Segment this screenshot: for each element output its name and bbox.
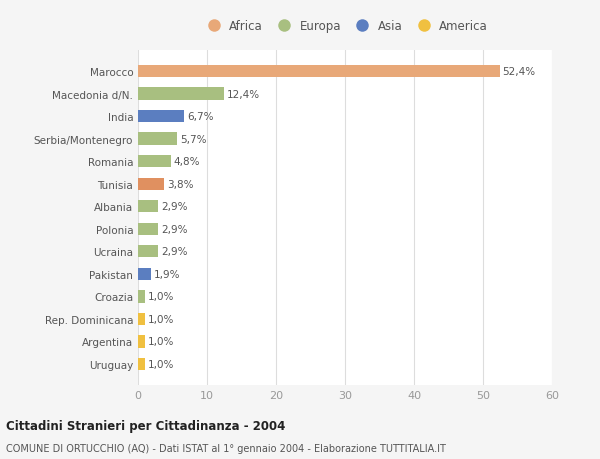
Bar <box>138 156 171 168</box>
Text: 2,9%: 2,9% <box>161 224 187 234</box>
Text: 1,9%: 1,9% <box>154 269 181 279</box>
Bar <box>138 178 164 190</box>
Text: 1,0%: 1,0% <box>148 359 174 369</box>
Legend: Africa, Europa, Asia, America: Africa, Europa, Asia, America <box>199 16 491 36</box>
Bar <box>138 111 184 123</box>
Text: 4,8%: 4,8% <box>174 157 200 167</box>
Bar <box>138 336 145 348</box>
Text: 6,7%: 6,7% <box>187 112 214 122</box>
Bar <box>138 66 500 78</box>
Bar <box>138 313 145 325</box>
Text: 12,4%: 12,4% <box>226 90 259 99</box>
Text: Cittadini Stranieri per Cittadinanza - 2004: Cittadini Stranieri per Cittadinanza - 2… <box>6 419 286 432</box>
Bar <box>138 223 158 235</box>
Bar <box>138 201 158 213</box>
Bar <box>138 268 151 280</box>
Text: 5,7%: 5,7% <box>180 134 206 144</box>
Bar <box>138 246 158 258</box>
Text: 52,4%: 52,4% <box>502 67 535 77</box>
Text: 3,8%: 3,8% <box>167 179 193 189</box>
Text: 2,9%: 2,9% <box>161 247 187 257</box>
Bar <box>138 88 224 101</box>
Bar <box>138 358 145 370</box>
Text: 1,0%: 1,0% <box>148 292 174 302</box>
Text: 1,0%: 1,0% <box>148 337 174 347</box>
Bar <box>138 291 145 303</box>
Text: 2,9%: 2,9% <box>161 202 187 212</box>
Text: COMUNE DI ORTUCCHIO (AQ) - Dati ISTAT al 1° gennaio 2004 - Elaborazione TUTTITAL: COMUNE DI ORTUCCHIO (AQ) - Dati ISTAT al… <box>6 443 446 453</box>
Bar <box>138 133 178 146</box>
Text: 1,0%: 1,0% <box>148 314 174 324</box>
